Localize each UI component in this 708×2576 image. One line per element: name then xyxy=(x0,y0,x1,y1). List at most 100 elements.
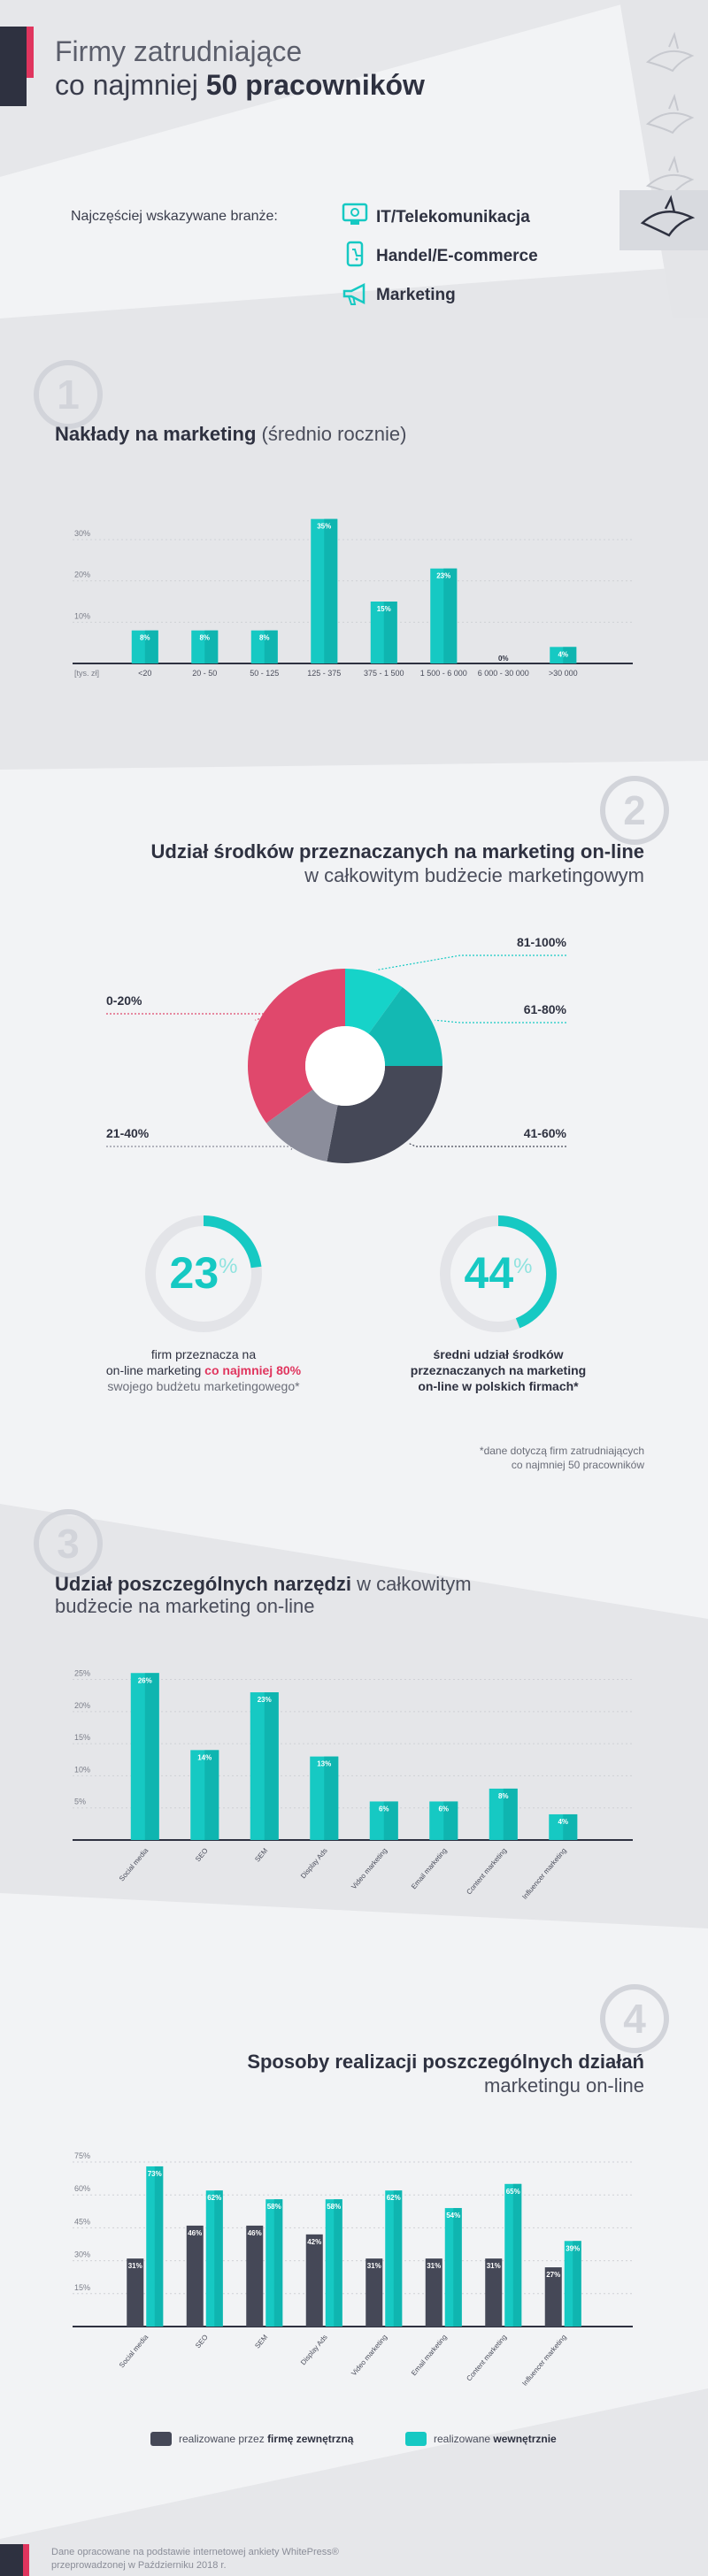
x-tick-label: <20 xyxy=(138,669,151,678)
sidebar-shark-icons xyxy=(645,31,695,196)
x-tick-label: Influencer marketing xyxy=(520,1847,567,1901)
ring-stat-23 xyxy=(145,1215,262,1332)
pie-label: 21-40% xyxy=(106,1126,150,1140)
bar-shade xyxy=(204,630,219,663)
bar xyxy=(544,2267,562,2327)
data-label: 54% xyxy=(446,2212,460,2220)
data-label: 6% xyxy=(379,1805,389,1813)
bar xyxy=(305,2234,323,2327)
data-label: 8% xyxy=(498,1792,509,1800)
leader-line xyxy=(106,1013,275,1021)
pie-slice xyxy=(345,969,403,1034)
sidebar-active-tab xyxy=(620,190,708,250)
bar-shade xyxy=(214,2190,223,2327)
data-label: 15% xyxy=(377,605,391,613)
bar-shade xyxy=(383,602,397,663)
data-label: 13% xyxy=(317,1760,331,1768)
page-title-line2: co najmniej 50 pracowników xyxy=(55,69,425,101)
x-tick-label: SEM xyxy=(253,1846,269,1863)
bar xyxy=(366,2258,383,2327)
data-label: 26% xyxy=(138,1676,152,1684)
x-tick-label: Email marketing xyxy=(410,1847,449,1891)
y-tick-label: 20% xyxy=(74,571,90,579)
leader-line xyxy=(435,1019,566,1024)
chart-online-share-donut: 81-100% 61-80% 41-60% 21-40% 0-20% xyxy=(106,935,567,1163)
bar-shade xyxy=(563,647,577,663)
y-tick-label: 15% xyxy=(74,2283,90,2292)
data-label: 62% xyxy=(387,2194,401,2202)
data-label: 8% xyxy=(199,634,210,642)
x-tick-label: 50 - 125 xyxy=(250,669,279,678)
section2-title: Udział środków przeznaczanych na marketi… xyxy=(150,840,644,862)
pie-label: 81-100% xyxy=(517,935,567,949)
data-label: 42% xyxy=(307,2238,321,2246)
data-label: 8% xyxy=(259,634,270,642)
unit-label: [tys. zł] xyxy=(74,669,99,678)
y-tick-label: 75% xyxy=(74,2151,90,2160)
pie-label: 61-80% xyxy=(524,1002,567,1016)
section-number-1: 1 xyxy=(34,360,103,429)
bar-shade xyxy=(273,2199,283,2327)
x-tick-label: Video marketing xyxy=(350,1847,389,1891)
chart-tools-share: 5% 10% 15% 20% 25% 26% Social media 14% SEO 23% SE… xyxy=(73,1669,633,1901)
section-number-2: 2 xyxy=(600,776,669,845)
ring2-value: 44% xyxy=(464,1248,533,1298)
y-tick-label: 20% xyxy=(74,1701,90,1710)
data-label: 31% xyxy=(128,2262,142,2270)
data-label: 6% xyxy=(438,1805,449,1813)
section3-subtitle: budżecie na marketing on-line xyxy=(55,1595,315,1617)
bar xyxy=(127,2258,144,2327)
chart-realization: 15% 30% 45% 60% 75% 31% 73% Social media 46% 62% S… xyxy=(73,2151,633,2388)
y-tick-label: 45% xyxy=(74,2217,90,2226)
data-label: 23% xyxy=(436,572,450,580)
bar-shade xyxy=(154,2166,164,2327)
data-label: 0% xyxy=(498,655,509,663)
ring1-caption: firm przeznacza na on-line marketing co … xyxy=(105,1347,302,1393)
leader-line xyxy=(106,1146,293,1152)
bar xyxy=(485,2258,503,2327)
header-accent-red xyxy=(27,27,34,78)
x-tick-label: 6 000 - 30 000 xyxy=(478,669,529,678)
industries-label: Najczęściej wskazywane branże: xyxy=(71,209,278,224)
data-label: 4% xyxy=(558,1818,568,1826)
bar-shade xyxy=(334,2199,342,2327)
data-label: 73% xyxy=(148,2170,162,2178)
x-tick-label: SEM xyxy=(253,2333,269,2350)
bar-shade xyxy=(453,2208,462,2327)
leader-line xyxy=(376,954,566,971)
footer-source: Dane opracowane na podstawie internetowe… xyxy=(51,2547,339,2571)
bar-shade xyxy=(443,568,458,663)
section4-title: Sposoby realizacji poszczególnych działa… xyxy=(247,2051,644,2073)
industry-item-marketing: Marketing xyxy=(376,286,456,304)
chart-spending: 10% 20% 30% 8% <20 8% 20 - 50 8% 50 - 125 35% 125 … xyxy=(73,518,633,678)
x-tick-label: Content marketing xyxy=(465,2334,508,2383)
y-tick-label: 10% xyxy=(74,1765,90,1774)
data-label: 31% xyxy=(487,2262,501,2270)
data-label: 31% xyxy=(427,2262,441,2270)
x-tick-label: Social media xyxy=(118,2333,150,2369)
bar-shade xyxy=(503,1788,518,1840)
bar-shade xyxy=(563,1813,578,1840)
x-tick-label: Video marketing xyxy=(350,2334,389,2378)
bar-shade xyxy=(512,2183,522,2327)
data-label: 14% xyxy=(197,1753,212,1761)
data-label: 8% xyxy=(140,634,150,642)
data-label: 65% xyxy=(506,2188,520,2196)
data-label: 31% xyxy=(367,2262,381,2270)
shark-active-icon xyxy=(640,195,696,237)
bar-shade xyxy=(573,2241,581,2327)
ring-stat-44 xyxy=(440,1215,557,1332)
ring-progress xyxy=(203,1215,262,1269)
data-label: 46% xyxy=(188,2229,202,2237)
footnote: *dane dotyczą firm zatrudniających co na… xyxy=(479,1445,644,1471)
bar-shade xyxy=(443,1801,458,1840)
y-tick-label: 60% xyxy=(74,2184,90,2193)
data-label: 39% xyxy=(566,2244,580,2252)
bar-shade xyxy=(264,1692,279,1840)
ring-progress xyxy=(497,1215,557,1329)
y-tick-label: 30% xyxy=(74,2250,90,2259)
x-tick-label: 125 - 375 xyxy=(307,669,341,678)
footer-accent-dark xyxy=(0,2544,23,2576)
data-label: 58% xyxy=(327,2203,341,2211)
legend-external: realizowane przez firmę zewnętrzną xyxy=(179,2433,354,2445)
